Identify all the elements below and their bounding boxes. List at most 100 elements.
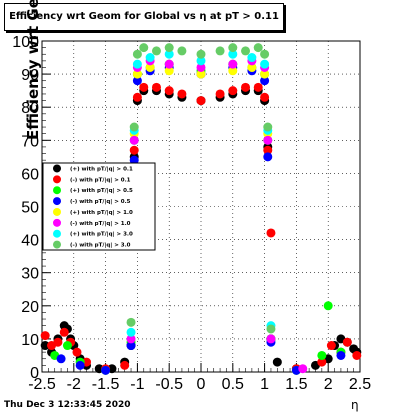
data-point [260, 59, 270, 69]
data-point [241, 46, 251, 56]
data-point [253, 82, 263, 92]
data-point [164, 49, 174, 59]
data-point [260, 92, 270, 102]
data-point [129, 122, 139, 132]
data-point [317, 350, 327, 360]
data-point [145, 62, 155, 72]
y-tick-label: 80 [21, 100, 39, 117]
data-point [323, 301, 333, 311]
data-point [145, 53, 155, 63]
y-tick-label: 20 [21, 299, 39, 316]
data-point [164, 86, 174, 96]
data-point [241, 82, 251, 92]
x-tick-label: -1.5 [92, 376, 120, 393]
data-point [228, 59, 238, 69]
data-point [132, 76, 142, 86]
data-point [228, 66, 238, 76]
data-point [62, 341, 72, 351]
legend-marker [53, 218, 61, 227]
data-point [260, 69, 270, 79]
data-point [266, 324, 276, 334]
data-point [164, 59, 174, 69]
data-point [247, 62, 257, 72]
data-point [272, 357, 282, 367]
timestamp: Thu Dec 3 12:33:45 2020 [4, 400, 131, 410]
data-point [263, 122, 273, 132]
data-point [326, 341, 336, 351]
legend-entry: (-) with pT/|q| > 3.0 [70, 243, 131, 249]
chart-title-box: Efficiency wrt Geom for Global vs η at p… [4, 3, 284, 31]
data-point [196, 69, 206, 79]
data-point [215, 46, 225, 56]
y-tick-label: 30 [21, 266, 39, 283]
legend-entry: (+) with pT/|q| > 3.0 [70, 232, 133, 238]
y-tick-label: 70 [21, 133, 39, 150]
legend-entry: (+) with pT/|q| > 0.5 [70, 188, 133, 194]
y-tick-label: 40 [21, 233, 39, 250]
data-point [266, 228, 276, 238]
y-tick-label: 10 [21, 332, 39, 349]
y-tick-label: 90 [21, 67, 39, 84]
data-point [59, 327, 69, 337]
data-point [215, 89, 225, 99]
data-point [263, 152, 273, 162]
data-point [126, 341, 136, 351]
x-axis-label: η [351, 398, 359, 412]
data-point [317, 357, 327, 367]
data-point [196, 62, 206, 72]
data-point [132, 59, 142, 69]
data-point [139, 43, 149, 53]
data-point [228, 49, 238, 59]
data-point [253, 43, 263, 53]
data-point [129, 145, 139, 155]
legend-marker [53, 207, 61, 216]
legend-marker [53, 229, 61, 238]
legend-entry: (-) with pT/|q| > 0.5 [70, 199, 131, 205]
data-point [228, 86, 238, 96]
x-tick-label: 0.5 [222, 376, 244, 393]
data-point [177, 89, 187, 99]
legend-marker [53, 240, 61, 249]
data-point [247, 53, 257, 63]
data-point [196, 56, 206, 66]
data-point [266, 334, 276, 344]
data-point [139, 82, 149, 92]
chart-title: Efficiency wrt Geom for Global vs η at p… [9, 11, 279, 22]
legend-box [42, 162, 156, 251]
data-point [126, 327, 136, 337]
y-axis-label: Efficiency wrt Geom (%) [24, 0, 42, 140]
x-tick-label: 2.5 [349, 376, 371, 393]
legend-marker [53, 175, 61, 184]
data-point [342, 337, 352, 347]
y-tick-label: 50 [21, 200, 39, 217]
data-point [101, 365, 111, 375]
data-point [120, 360, 130, 370]
y-tick-label: 100 [12, 34, 39, 51]
y-tick-label: 60 [21, 166, 39, 183]
x-tick-label: -1 [130, 376, 144, 393]
data-point [228, 43, 238, 53]
data-point [151, 82, 161, 92]
data-point [72, 347, 82, 357]
x-tick-label: 1.5 [285, 376, 307, 393]
data-point [132, 69, 142, 79]
x-tick-label: -0.5 [155, 376, 183, 393]
legend-entry: (+) with pT/|q| > 0.1 [70, 166, 133, 172]
data-point [263, 145, 273, 155]
x-tick-label: -2 [67, 376, 81, 393]
data-point [260, 76, 270, 86]
legend-entry: (-) with pT/|q| > 1.0 [70, 221, 131, 227]
legend-entry: (-) with pT/|q| > 0.1 [70, 177, 131, 183]
data-point [132, 92, 142, 102]
legend-marker [53, 164, 61, 173]
y-tick-label: 0 [30, 365, 39, 382]
legend-entry: (+) with pT/|q| > 1.0 [70, 210, 133, 216]
data-point [151, 46, 161, 56]
legend-marker [53, 197, 61, 206]
data-point [75, 360, 85, 370]
legend-marker [53, 186, 61, 195]
data-point [53, 337, 63, 347]
data-point [336, 350, 346, 360]
x-tick-label: 0 [197, 376, 206, 393]
